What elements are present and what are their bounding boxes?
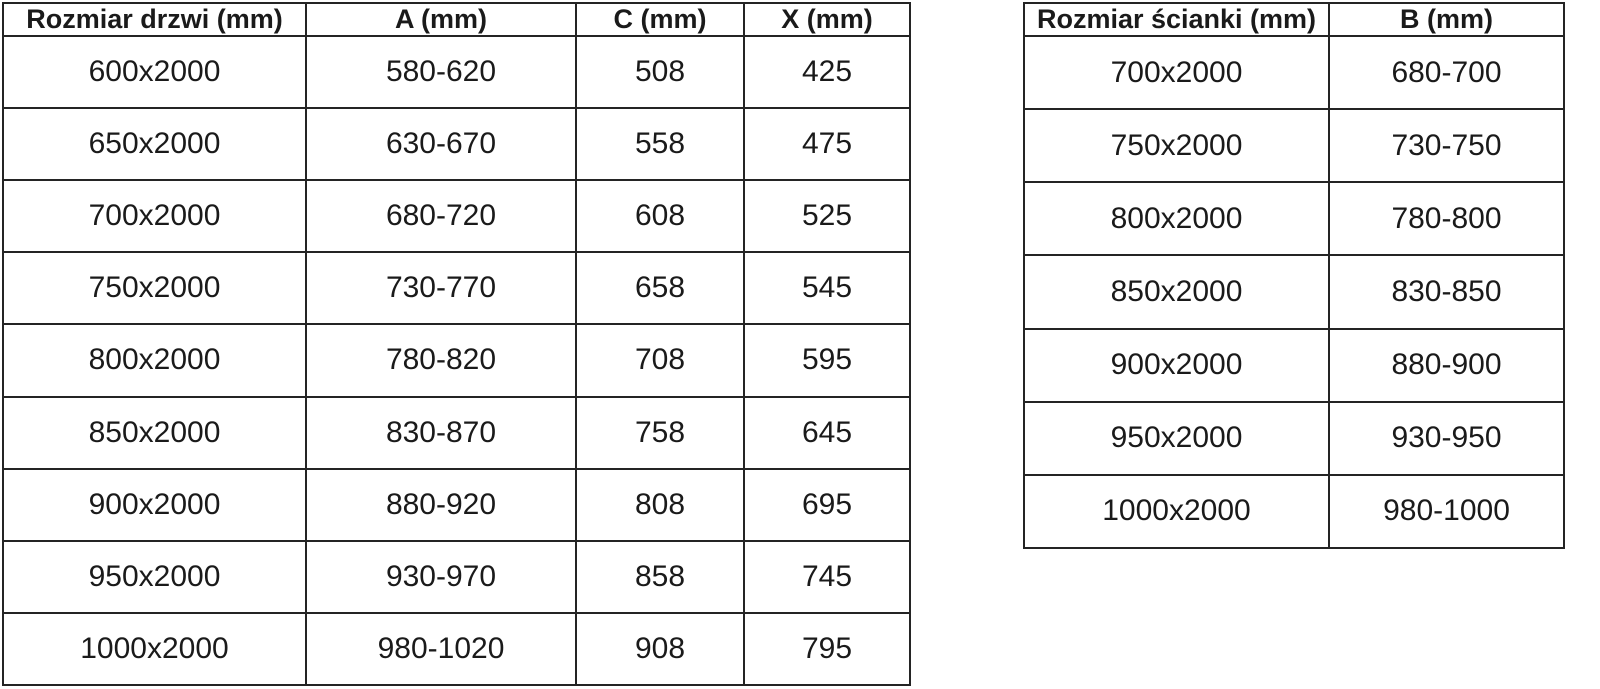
table-row: 900x2000 880-920 808 695 [2, 467, 911, 542]
table-cell: 708 [575, 323, 745, 398]
table-cell: 780-800 [1328, 181, 1565, 257]
table-row: 950x2000 930-950 [1023, 400, 1565, 476]
table-row: 700x2000 680-720 608 525 [2, 179, 911, 254]
table-cell: 580-620 [305, 34, 577, 110]
table-cell: 850x2000 [1023, 254, 1330, 330]
table-cell: 508 [575, 34, 745, 110]
table-cell: 700x2000 [2, 179, 307, 254]
table-cell: 800x2000 [1023, 181, 1330, 257]
table-row: 800x2000 780-820 708 595 [2, 323, 911, 398]
table-cell: 558 [575, 107, 745, 182]
table-cell: 475 [743, 107, 911, 182]
table-cell: 750x2000 [2, 251, 307, 326]
table-row: 700x2000 680-700 [1023, 34, 1565, 111]
table-row: 600x2000 580-620 508 425 [2, 34, 911, 110]
table-cell: 425 [743, 34, 911, 110]
table-row: 950x2000 930-970 858 745 [2, 539, 911, 614]
wall-sizes-table: Rozmiar ścianki (mm) B (mm) 700x2000 680-7… [1023, 2, 1565, 550]
table-cell: 630-670 [305, 107, 577, 182]
table-row: 1000x2000 980-1020 908 795 [2, 611, 911, 687]
column-header: B (mm) [1328, 2, 1565, 37]
table-cell: 950x2000 [1023, 400, 1330, 476]
table-row: 750x2000 730-770 658 545 [2, 251, 911, 326]
column-header: X (mm) [743, 2, 911, 37]
table-cell: 730-770 [305, 251, 577, 326]
table-row: 1000x2000 980-1000 [1023, 473, 1565, 550]
table-cell: 795 [743, 611, 911, 687]
table-cell: 680-700 [1328, 34, 1565, 111]
table-cell: 750x2000 [1023, 108, 1330, 184]
table-row: 850x2000 830-870 758 645 [2, 395, 911, 470]
table-cell: 780-820 [305, 323, 577, 398]
table-cell: 850x2000 [2, 395, 307, 470]
column-header: Rozmiar ścianki (mm) [1023, 2, 1330, 37]
table-cell: 900x2000 [2, 467, 307, 542]
table-row: 850x2000 830-850 [1023, 254, 1565, 330]
table-cell: 600x2000 [2, 34, 307, 110]
table-cell: 658 [575, 251, 745, 326]
door-table-header-row: Rozmiar drzwi (mm) A (mm) C (mm) X (mm) [2, 2, 911, 37]
table-cell: 980-1020 [305, 611, 577, 687]
table-cell: 758 [575, 395, 745, 470]
table-cell: 930-970 [305, 539, 577, 614]
door-sizes-table: Rozmiar drzwi (mm) A (mm) C (mm) X (mm) 600… [2, 2, 911, 687]
table-row: 800x2000 780-800 [1023, 181, 1565, 257]
table-cell: 908 [575, 611, 745, 687]
table-cell: 680-720 [305, 179, 577, 254]
table-cell: 1000x2000 [1023, 473, 1330, 550]
table-cell: 645 [743, 395, 911, 470]
table-cell: 700x2000 [1023, 34, 1330, 111]
table-cell: 545 [743, 251, 911, 326]
table-cell: 950x2000 [2, 539, 307, 614]
table-cell: 880-920 [305, 467, 577, 542]
column-header: Rozmiar drzwi (mm) [2, 2, 307, 37]
table-row: 650x2000 630-670 558 475 [2, 107, 911, 182]
table-cell: 730-750 [1328, 108, 1565, 184]
table-cell: 808 [575, 467, 745, 542]
table-cell: 830-850 [1328, 254, 1565, 330]
table-cell: 980-1000 [1328, 473, 1565, 550]
table-row: 900x2000 880-900 [1023, 327, 1565, 403]
wall-table-header-row: Rozmiar ścianki (mm) B (mm) [1023, 2, 1565, 37]
table-cell: 650x2000 [2, 107, 307, 182]
column-header: C (mm) [575, 2, 745, 37]
column-header: A (mm) [305, 2, 577, 37]
table-cell: 595 [743, 323, 911, 398]
table-cell: 745 [743, 539, 911, 614]
table-cell: 608 [575, 179, 745, 254]
table-cell: 1000x2000 [2, 611, 307, 687]
table-cell: 525 [743, 179, 911, 254]
table-cell: 900x2000 [1023, 327, 1330, 403]
table-cell: 930-950 [1328, 400, 1565, 476]
table-cell: 695 [743, 467, 911, 542]
table-cell: 880-900 [1328, 327, 1565, 403]
table-cell: 800x2000 [2, 323, 307, 398]
table-cell: 830-870 [305, 395, 577, 470]
table-cell: 858 [575, 539, 745, 614]
table-row: 750x2000 730-750 [1023, 108, 1565, 184]
